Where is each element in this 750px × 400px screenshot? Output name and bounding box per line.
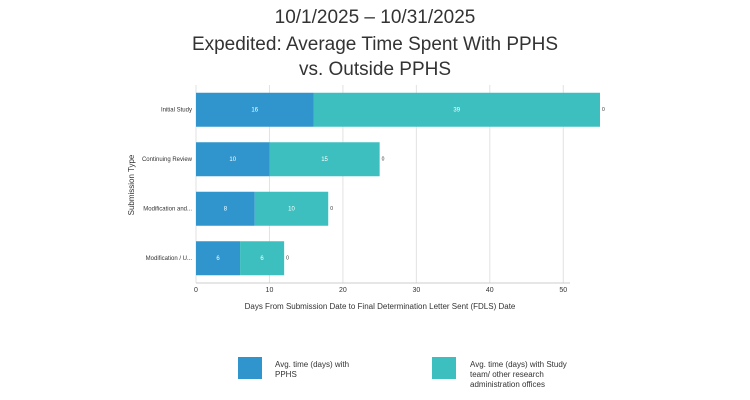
legend-label: Avg. time (days) with PPHS xyxy=(275,360,350,379)
data-label: 6 xyxy=(260,256,264,262)
data-label: 0 xyxy=(330,206,333,212)
chart-title: Expedited: Average Time Spent With PPHS xyxy=(192,34,558,55)
data-label: 15 xyxy=(321,157,328,163)
data-label: 10 xyxy=(229,157,236,163)
bar xyxy=(196,92,314,127)
data-label: 0 xyxy=(382,157,385,163)
bar xyxy=(196,142,270,177)
bar xyxy=(196,241,241,276)
data-label: 8 xyxy=(224,206,228,212)
x-tick-label: 30 xyxy=(412,287,420,294)
x-tick-label: 20 xyxy=(339,287,347,294)
bar xyxy=(313,92,600,127)
x-axis-label: Days From Submission Date to Final Deter… xyxy=(245,302,516,311)
bar xyxy=(240,241,285,276)
legend-swatch xyxy=(238,357,262,379)
y-tick-label: Modification and... xyxy=(143,206,192,212)
bar xyxy=(269,142,380,177)
x-tick-label: 0 xyxy=(194,287,198,294)
chart-title: vs. Outside PPHS xyxy=(299,59,451,80)
chart-title: 10/1/2025 – 10/31/2025 xyxy=(275,7,476,28)
x-tick-label: 10 xyxy=(266,287,274,294)
bar xyxy=(196,191,255,226)
data-label: 0 xyxy=(286,256,289,262)
y-tick-label: Modification / U... xyxy=(146,256,193,262)
data-label: 39 xyxy=(453,107,460,113)
x-tick-label: 50 xyxy=(559,287,567,294)
data-label: 10 xyxy=(288,206,295,212)
x-tick-label: 40 xyxy=(486,287,494,294)
y-tick-label: Initial Study xyxy=(161,107,192,113)
y-tick-label: Continuing Review xyxy=(142,157,193,163)
data-label: 0 xyxy=(602,107,605,113)
legend-label: Avg. time (days) with Study team/ other … xyxy=(470,360,567,389)
bar xyxy=(254,191,329,226)
data-label: 6 xyxy=(216,256,220,262)
y-axis-label: Submission Type xyxy=(127,154,136,215)
legend-swatch xyxy=(432,357,456,379)
data-label: 16 xyxy=(251,107,258,113)
